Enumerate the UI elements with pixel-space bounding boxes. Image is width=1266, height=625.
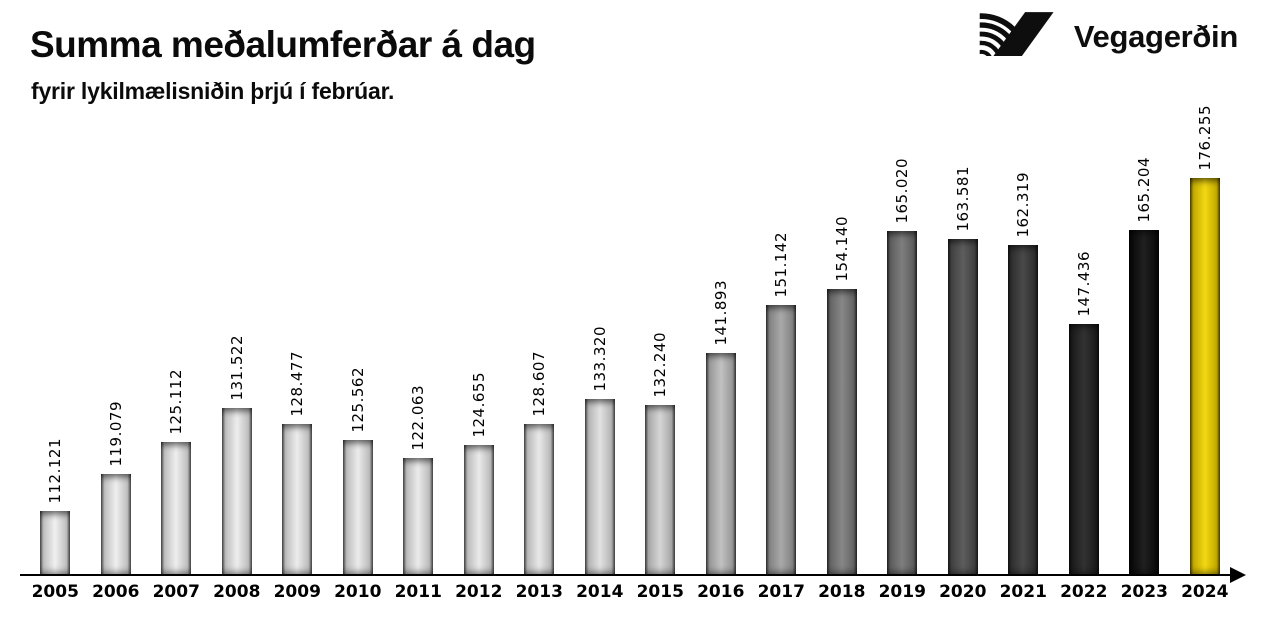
bar-column-2016: 141.893	[691, 105, 752, 575]
bar-2015	[645, 405, 676, 575]
bar-2009	[282, 424, 313, 575]
bar-2019	[887, 231, 918, 575]
bar-value-label: 122.063	[409, 385, 428, 451]
bar-column-2005: 112.121	[25, 105, 86, 575]
bar-value-label: 128.477	[288, 351, 307, 417]
bar-2022	[1068, 324, 1099, 575]
bar-value-label: 125.562	[348, 367, 367, 433]
bar-column-2020: 163.581	[933, 105, 994, 575]
bar-value-label: 112.121	[46, 438, 65, 504]
year-label-2022: 2022	[1060, 582, 1108, 602]
bar-value-label: 151.142	[772, 232, 791, 298]
year-label-2018: 2018	[818, 582, 866, 602]
year-label-2024: 2024	[1181, 582, 1229, 602]
bar-value-label: 128.607	[530, 351, 549, 417]
bar-2005	[40, 511, 71, 575]
bar-2021	[1008, 245, 1039, 575]
page-title: Summa meðalumferðar á dag	[30, 24, 536, 65]
bar-column-2022: 147.436	[1054, 105, 1115, 575]
bar-value-label: 119.079	[106, 401, 125, 467]
bar-value-label: 165.020	[893, 158, 912, 224]
bar-2018	[826, 289, 857, 575]
bar-2016	[705, 353, 736, 575]
year-label-2021: 2021	[999, 582, 1047, 602]
year-label-2006: 2006	[92, 582, 140, 602]
bar-value-label: 165.204	[1135, 157, 1154, 223]
year-label-2017: 2017	[757, 582, 805, 602]
bar-column-2017: 151.142	[751, 105, 812, 575]
bar-2010	[342, 440, 373, 575]
year-label-2014: 2014	[576, 582, 624, 602]
bars-area: 112.121 119.079 125.112 131.522 128.477 125.5…	[25, 105, 1235, 575]
bar-2011	[403, 458, 434, 575]
bar-value-label: 132.240	[651, 332, 670, 398]
page-subtitle: fyrir lykilmælisniðin þrjú í febrúar.	[31, 78, 395, 104]
vegagerdin-logo: Vegagerðin	[976, 8, 1238, 65]
year-label-2005: 2005	[31, 582, 79, 602]
bar-value-label: 131.522	[227, 335, 246, 401]
year-label-2008: 2008	[213, 582, 261, 602]
bar-column-2023: 165.204	[1114, 105, 1175, 575]
x-axis-arrow-icon	[1230, 567, 1246, 583]
bar-column-2015: 132.240	[630, 105, 691, 575]
bar-value-label: 163.581	[953, 166, 972, 232]
bar-value-label: 124.655	[469, 372, 488, 438]
bar-column-2006: 119.079	[86, 105, 147, 575]
bar-2023	[1129, 230, 1160, 575]
bar-value-label: 133.320	[590, 326, 609, 392]
year-label-2016: 2016	[697, 582, 745, 602]
year-label-2012: 2012	[455, 582, 503, 602]
bar-2008	[221, 408, 252, 575]
year-label-2013: 2013	[515, 582, 563, 602]
bar-column-2010: 125.562	[328, 105, 389, 575]
year-label-2011: 2011	[394, 582, 442, 602]
year-label-2007: 2007	[152, 582, 200, 602]
year-label-2015: 2015	[636, 582, 684, 602]
year-label-2020: 2020	[939, 582, 987, 602]
bar-column-2012: 124.655	[449, 105, 510, 575]
bar-column-2008: 131.522	[207, 105, 268, 575]
vegagerdin-logo-text: Vegagerðin	[1073, 18, 1238, 54]
bar-2013	[524, 424, 555, 575]
bar-column-2009: 128.477	[267, 105, 328, 575]
bar-2007	[161, 442, 192, 575]
vegagerdin-logo-icon	[976, 8, 1058, 65]
bar-value-label: 147.436	[1074, 251, 1093, 317]
bar-value-label: 162.319	[1014, 172, 1033, 238]
bar-value-label: 154.140	[832, 216, 851, 282]
year-label-2009: 2009	[273, 582, 321, 602]
bar-value-label: 176.255	[1195, 105, 1214, 171]
year-label-2023: 2023	[1120, 582, 1168, 602]
year-label-2010: 2010	[334, 582, 382, 602]
bar-value-label: 125.112	[167, 369, 186, 435]
bar-2006	[100, 474, 131, 575]
bar-2020	[947, 239, 978, 575]
bar-2014	[584, 399, 615, 575]
bar-value-label: 141.893	[711, 280, 730, 346]
bar-column-2024: 176.255	[1175, 105, 1236, 575]
bar-column-2021: 162.319	[993, 105, 1054, 575]
bar-column-2011: 122.063	[388, 105, 449, 575]
bar-column-2007: 125.112	[146, 105, 207, 575]
bar-column-2014: 133.320	[570, 105, 631, 575]
bar-2017	[766, 305, 797, 575]
x-axis-labels: 2005 2006 2007 2008 2009 2010 2011 2012 2013 2014…	[25, 582, 1235, 602]
bar-column-2019: 165.020	[872, 105, 933, 575]
bar-column-2018: 154.140	[812, 105, 873, 575]
year-label-2019: 2019	[878, 582, 926, 602]
bar-2024	[1189, 177, 1220, 575]
bar-column-2013: 128.607	[509, 105, 570, 575]
bar-2012	[463, 445, 494, 575]
x-axis-line	[20, 574, 1232, 576]
